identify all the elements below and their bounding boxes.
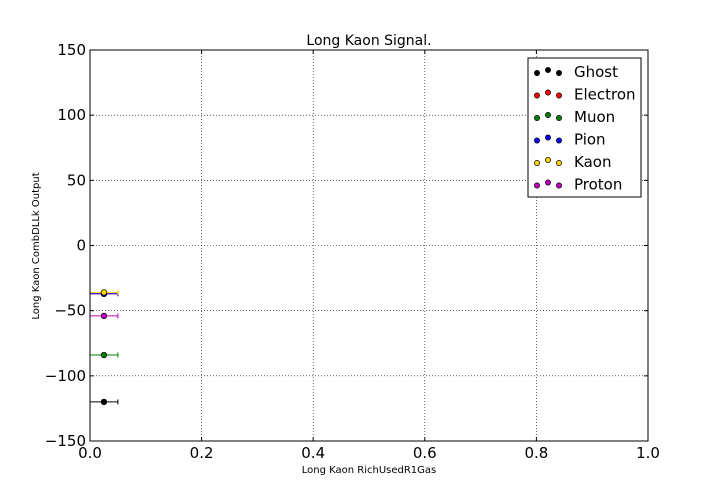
y-tick-label: 0 — [76, 237, 86, 255]
legend-label: Muon — [574, 108, 615, 126]
legend-marker — [556, 137, 562, 144]
x-tick-label: 0.2 — [190, 444, 214, 462]
legend-marker — [534, 70, 540, 76]
y-tick-label: −100 — [45, 367, 86, 385]
x-tick-label: 0.4 — [301, 444, 325, 462]
legend-marker — [534, 115, 540, 121]
legend-marker — [556, 70, 562, 76]
legend-marker — [556, 160, 562, 166]
legend-marker — [534, 160, 540, 166]
data-point — [100, 351, 108, 359]
x-tick-labels: 0.0 0.2 0.4 0.6 0.8 1.0 — [78, 444, 660, 462]
data-points — [90, 289, 119, 406]
legend-label: Electron — [574, 86, 636, 104]
y-tick-labels: −150 −100 −50 0 50 100 150 — [45, 41, 86, 450]
legend-box — [527, 57, 642, 198]
legend-marker — [534, 137, 540, 144]
data-point — [100, 398, 108, 406]
legend-marker — [556, 115, 562, 121]
grid — [90, 50, 648, 441]
y-axis-label: Long Kaon CombDLLk Output — [31, 172, 42, 319]
y-tick-label: −50 — [54, 302, 86, 320]
data-point — [100, 289, 108, 296]
legend-marker — [545, 179, 551, 186]
x-tick-label: 0.0 — [78, 444, 102, 462]
y-tick-label: 150 — [57, 41, 86, 59]
x-tick-label: 1.0 — [636, 444, 660, 462]
legend-marker — [556, 92, 562, 99]
legend-label: Kaon — [574, 153, 611, 171]
legend-label: Ghost — [574, 63, 618, 81]
y-tick-label: −150 — [45, 432, 86, 450]
legend-marker — [534, 182, 540, 189]
x-tick-label: 0.6 — [413, 444, 437, 462]
chart-title: Long Kaon Signal. — [306, 33, 431, 49]
y-tick-label: 100 — [57, 106, 86, 124]
plot-frame — [89, 49, 649, 442]
data-point — [100, 312, 108, 320]
x-axis-label: Long Kaon RichUsedR1Gas — [302, 465, 437, 476]
legend: Ghost Electron Muon Pion Kaon Proton — [527, 57, 642, 198]
legend-marker — [545, 67, 551, 73]
legend-label: Proton — [574, 176, 622, 194]
legend-label: Pion — [574, 131, 606, 149]
legend-marker — [545, 134, 551, 141]
legend-marker — [545, 157, 551, 163]
y-tick-label: 50 — [67, 171, 86, 189]
legend-marker — [556, 182, 562, 189]
x-tick-label: 0.8 — [524, 444, 548, 462]
legend-marker — [545, 89, 551, 96]
legend-marker — [534, 92, 540, 99]
legend-marker — [545, 112, 551, 118]
